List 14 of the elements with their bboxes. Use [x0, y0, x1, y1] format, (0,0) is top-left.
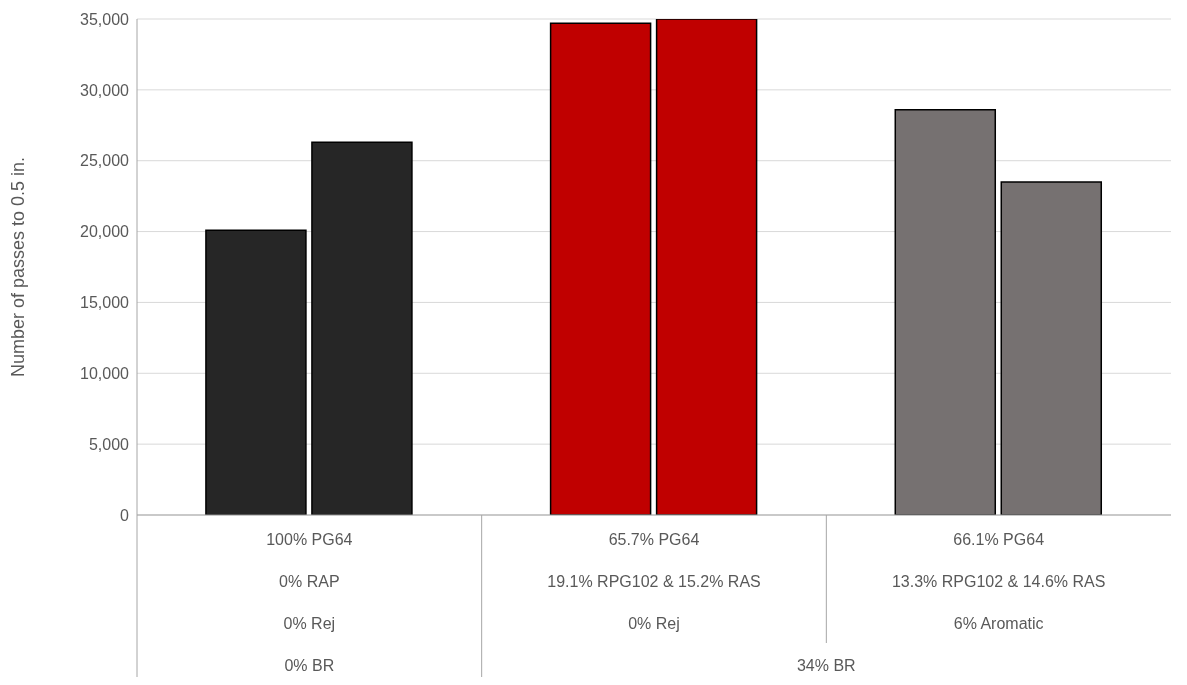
y-tick-label: 30,000 — [80, 81, 130, 99]
y-tick-label: 5,000 — [88, 435, 130, 453]
category-label: 65.7% PG64 19.1% RPG102 & 15.2% RAS 0% Rej — [547, 531, 761, 632]
y-tick-label: 15,000 — [80, 294, 130, 312]
category-label: 100% PG64 0% RAP 0% Rej — [266, 531, 353, 632]
category-label: 66.1% PG64 13.3% RPG102 & 14.6% RAS 6% Aromatic — [891, 531, 1106, 632]
text: 34% BR — [796, 657, 856, 674]
y-axis-title: Number of passes to 0.5 in. — [8, 156, 29, 378]
y-tick-label: 10,000 — [80, 364, 130, 382]
y-tick-label: 25,000 — [80, 152, 130, 170]
y-tick-label: 20,000 — [80, 223, 130, 241]
y-tick-label: 35,000 — [80, 10, 130, 28]
text: 0% BR — [284, 657, 335, 674]
y-tick-label: 0 — [120, 506, 130, 524]
